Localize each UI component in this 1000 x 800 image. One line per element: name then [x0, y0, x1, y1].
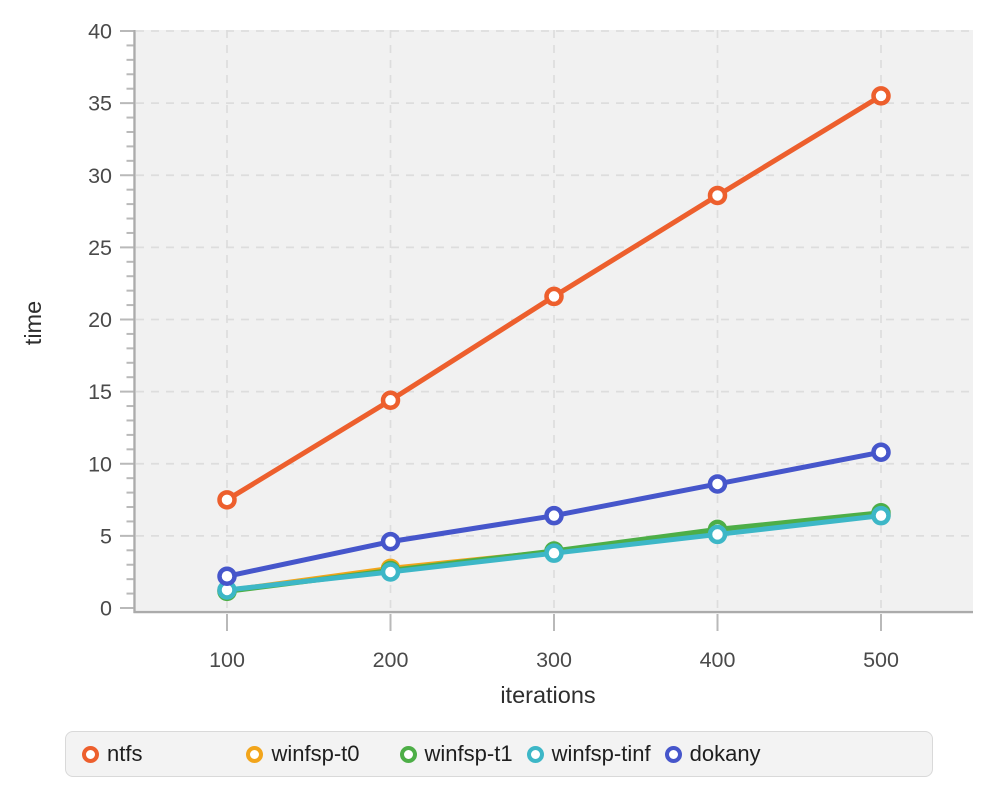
series-ntfs	[217, 86, 891, 510]
svg-text:300: 300	[536, 648, 572, 672]
data-series	[217, 86, 891, 602]
legend-item-label: winfsp-t1	[424, 741, 513, 766]
legend-item-dokany[interactable]: dokany	[664, 741, 761, 767]
y-axis-ticks	[120, 30, 134, 609]
x-axis-title: iterations	[500, 682, 595, 708]
x-axis-ticks	[226, 614, 882, 631]
legend-item-winfsp-tinf[interactable]: winfsp-tinf	[526, 741, 651, 767]
y-axis-title: time	[20, 301, 46, 345]
y-axis-tick-labels: 0 5 10 15 20 25 30 35 40	[88, 20, 112, 621]
data-point-ntfs-300	[544, 286, 564, 307]
data-point-dokany-500	[871, 442, 891, 462]
legend-marker-icon	[246, 745, 264, 763]
data-point-dokany-100	[217, 566, 237, 587]
legend-marker-icon	[82, 745, 99, 763]
data-point-winfsp-tinf-400	[707, 524, 728, 545]
legend-marker-icon	[664, 745, 682, 763]
data-point-dokany-400	[707, 474, 728, 494]
data-point-ntfs-200	[380, 390, 401, 411]
svg-text:400: 400	[700, 648, 736, 672]
data-point-winfsp-tinf-500	[871, 505, 891, 526]
data-point-ntfs-400	[707, 185, 728, 206]
data-point-dokany-200	[380, 531, 401, 552]
data-point-ntfs-500	[871, 86, 891, 106]
legend-marker-icon	[526, 745, 544, 763]
svg-text:35: 35	[88, 92, 112, 116]
data-point-ntfs-100	[217, 490, 237, 510]
series-winfsp-tinf	[217, 505, 891, 600]
legend: ntfs winfsp-t0 winfsp-t1 winfsp-tinf dokany	[65, 731, 933, 777]
svg-text:0: 0	[100, 597, 112, 621]
svg-text:500: 500	[863, 648, 899, 672]
legend-item-ntfs[interactable]: ntfs	[82, 741, 142, 767]
svg-text:30: 30	[88, 164, 112, 188]
series-dokany	[217, 442, 891, 587]
svg-text:200: 200	[373, 648, 409, 672]
legend-item-label: dokany	[689, 741, 761, 766]
svg-text:40: 40	[88, 20, 112, 44]
legend-item-winfsp-t0[interactable]: winfsp-t0	[246, 741, 360, 767]
svg-text:15: 15	[88, 380, 112, 404]
axes	[133, 30, 973, 614]
svg-text:100: 100	[209, 648, 245, 672]
svg-text:5: 5	[100, 524, 112, 548]
legend-item-label: winfsp-t0	[271, 741, 360, 766]
legend-marker-icon	[399, 745, 417, 763]
svg-text:25: 25	[88, 236, 112, 260]
data-point-winfsp-tinf-300	[544, 543, 564, 563]
legend-item-label: winfsp-tinf	[551, 741, 651, 766]
legend-item-label: ntfs	[107, 741, 143, 766]
data-point-dokany-300	[544, 505, 564, 526]
svg-text:20: 20	[88, 308, 112, 332]
svg-text:10: 10	[88, 452, 112, 476]
x-axis-tick-labels: 100 200 300 400 500	[209, 648, 899, 672]
data-point-winfsp-tinf-200	[380, 562, 401, 582]
legend-item-winfsp-t1[interactable]: winfsp-t1	[399, 741, 513, 767]
